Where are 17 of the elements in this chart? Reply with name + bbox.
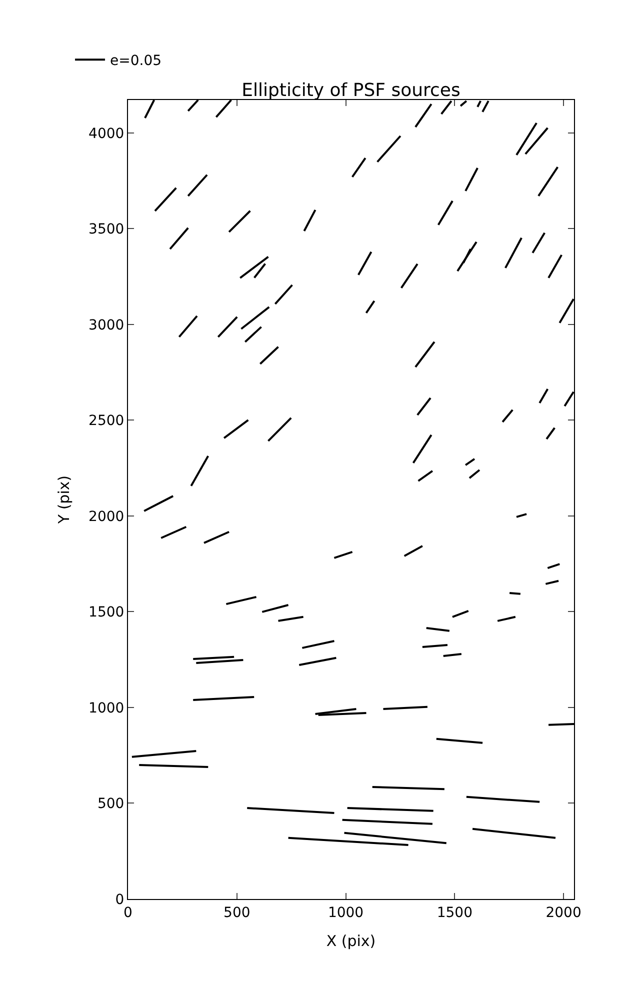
chart-title: Ellipticity of PSF sources — [242, 80, 460, 101]
legend-label: e=0.05 — [110, 53, 162, 70]
y-tick-label: 500 — [97, 796, 124, 812]
y-tick-label: 4000 — [88, 126, 124, 142]
y-tick-label: 2500 — [88, 413, 124, 430]
y-tick-label: 2000 — [88, 508, 124, 525]
y-tick-label: 1500 — [88, 604, 124, 621]
x-tick-label: 1000 — [328, 904, 364, 921]
y-tick-label: 1000 — [88, 700, 124, 716]
x-tick-label: 500 — [224, 904, 250, 921]
x-tick-label: 1500 — [436, 904, 472, 921]
y-tick-label: 3500 — [88, 222, 124, 238]
y-axis-title: Y (pix) — [54, 475, 73, 525]
x-axis-title: X (pix) — [326, 932, 376, 950]
y-tick-label: 0 — [115, 892, 124, 908]
y-tick-label: 3000 — [88, 317, 124, 334]
x-tick-label: 2000 — [546, 904, 582, 921]
